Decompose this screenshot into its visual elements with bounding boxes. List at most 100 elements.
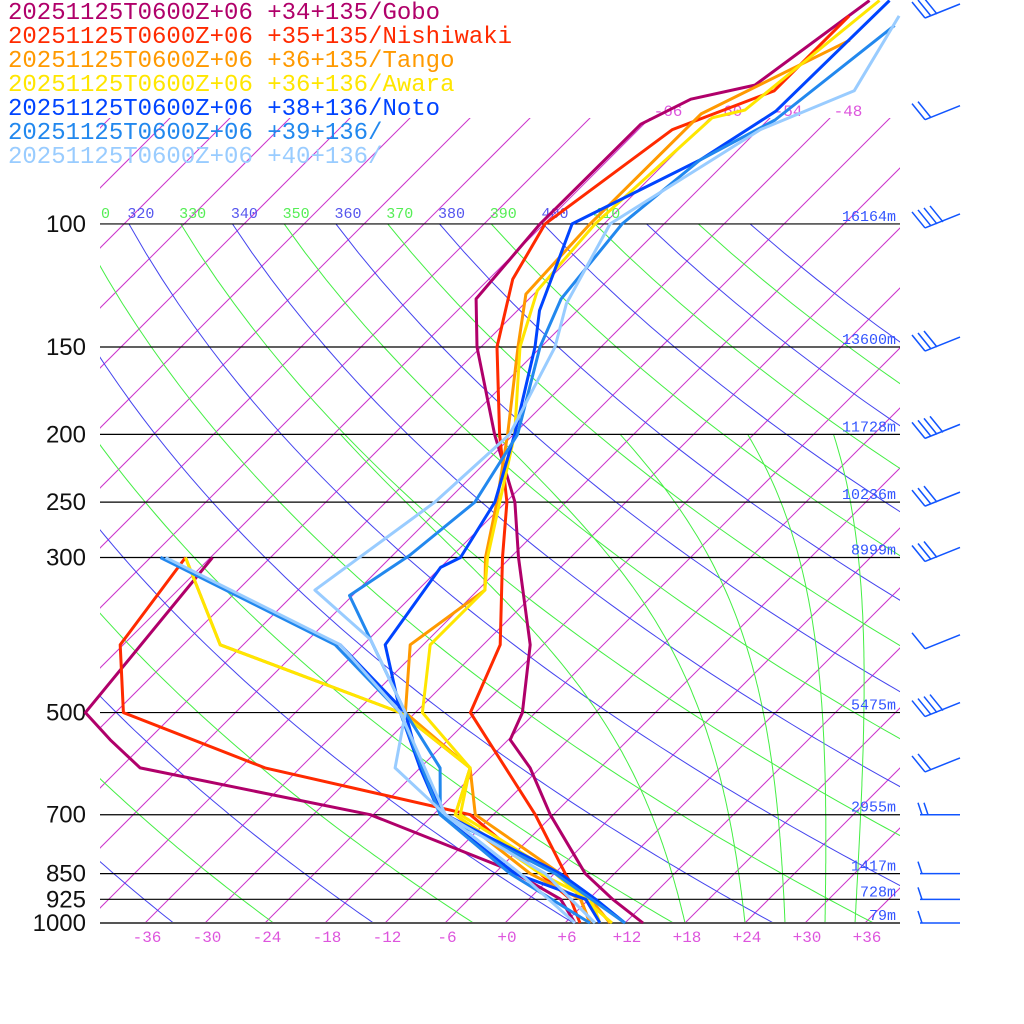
moist-adiabat-line — [619, 434, 786, 923]
barb-feather — [929, 694, 944, 712]
moist-adiabat-line — [340, 434, 686, 923]
barb-feather — [911, 211, 926, 229]
dewpoint-line-series-6 — [164, 556, 577, 925]
x-tick-label: -36 — [133, 929, 162, 947]
theta-label: 0 — [101, 206, 110, 223]
height-label: 11728m — [842, 419, 896, 436]
barb-staff — [924, 634, 961, 650]
isotherm-line — [564, 587, 900, 923]
isotherm-line — [144, 167, 900, 923]
barb-feather — [917, 209, 932, 227]
legend-item-awara: 20251125T0600Z+06 +36+136/Awara — [8, 72, 455, 99]
wind-barb-icon — [911, 0, 961, 19]
legend: 20251125T0600Z+06 +34+135/Gobo 20251125T… — [8, 2, 512, 170]
barb-feather — [917, 802, 923, 815]
legend-item-tango: 20251125T0600Z+06 +36+135/Tango — [8, 48, 455, 75]
height-label: 1417m — [851, 859, 896, 876]
isotherm-line — [324, 347, 900, 923]
x-tick-label: -24 — [253, 929, 282, 947]
dry-adiabat-line — [749, 224, 900, 343]
legend-item-40-136: 20251125T0600Z+06 +40+136/ — [8, 144, 383, 171]
isotherm-line — [100, 118, 831, 849]
height-label: 10236m — [842, 487, 896, 504]
moist-adiabat-line — [495, 434, 746, 923]
moist-adiabat-line — [747, 434, 827, 923]
dry-adiabat-line — [283, 224, 900, 740]
theta-label: 390 — [490, 206, 517, 223]
isotherm-line — [100, 118, 231, 249]
barb-feather — [917, 419, 932, 437]
wind-barb-icon — [917, 910, 960, 924]
isotherm-line — [100, 118, 171, 189]
barb-feather — [917, 543, 932, 560]
pressure-label: 1000 — [33, 910, 86, 937]
pressure-label: 300 — [46, 544, 86, 571]
barb-feather — [911, 755, 926, 773]
isotherm-line — [100, 118, 771, 789]
isotherm-line — [444, 467, 900, 923]
theta-label: 350 — [283, 206, 310, 223]
pressure-label: 700 — [46, 802, 86, 829]
height-label: 8999m — [851, 542, 896, 559]
wind-barb-icon — [911, 205, 961, 229]
wind-barb-icon — [911, 101, 961, 121]
pressure-label: 250 — [46, 489, 86, 516]
wind-barb-icon — [911, 415, 961, 440]
x-tick-label: +6 — [557, 929, 576, 947]
barb-feather — [917, 698, 932, 716]
barb-feather — [923, 541, 938, 558]
temperature-line-series-6 — [313, 15, 901, 925]
dry-adiabat-line — [100, 777, 274, 923]
barb-feather — [911, 421, 926, 439]
x-tick-label: -6 — [437, 929, 456, 947]
theta-label: 370 — [386, 206, 413, 223]
theta-label: 360 — [334, 206, 361, 223]
x-tick-label: -12 — [373, 929, 402, 947]
barb-feather — [911, 103, 926, 121]
x-tick-label: +12 — [613, 929, 642, 947]
legend-item-gobo: 20251125T0600Z+06 +34+135/Gobo — [8, 0, 441, 27]
isotherm-line — [100, 118, 351, 369]
dry-adiabat-line — [490, 224, 900, 557]
temperature-line-series-3 — [420, 0, 881, 925]
barb-feather — [917, 0, 932, 17]
x-tick-label: +30 — [793, 929, 822, 947]
height-label: 16164m — [842, 209, 896, 226]
pressure-label: 150 — [46, 334, 86, 361]
barb-feather — [923, 417, 938, 435]
legend-item-nishiwaki: 20251125T0600Z+06 +35+135/Nishiwaki — [8, 24, 513, 51]
pressure-label: 850 — [46, 861, 86, 888]
x-tick-label: -18 — [313, 929, 342, 947]
dewpoint-line-series-3 — [184, 556, 602, 924]
pressure-label: 100 — [46, 211, 86, 238]
x-tick-label: +36 — [853, 929, 882, 947]
barb-feather — [917, 101, 932, 119]
dry-adiabat-line — [439, 224, 900, 601]
barb-feather — [924, 0, 938, 15]
dry-adiabat-line — [697, 224, 900, 385]
isotherm-line — [384, 407, 900, 923]
isotherm-line — [204, 227, 900, 923]
isotherm-line — [744, 767, 900, 923]
dry-adiabats — [100, 224, 900, 923]
dry-adiabat-line — [100, 860, 174, 923]
isotherm-line — [804, 827, 900, 923]
barb-feather — [917, 332, 932, 350]
temperature-line-series-4 — [383, 0, 891, 925]
isotherm-line — [684, 707, 900, 923]
pressure-label: 925 — [46, 886, 86, 913]
isotherm-line — [100, 118, 891, 909]
isotherm-line — [100, 118, 531, 549]
wind-barb-icon — [911, 694, 961, 718]
dry-adiabat-line — [646, 224, 900, 427]
x-tick-label: -30 — [193, 929, 222, 947]
temperature-line-series-2 — [403, 38, 851, 924]
pressure-label: 200 — [46, 421, 86, 448]
x-tick-label: +24 — [733, 929, 762, 947]
barb-feather — [923, 207, 938, 225]
barb-feather — [923, 485, 938, 503]
dewpoint-line-series-0 — [83, 556, 577, 924]
barb-feather — [929, 205, 944, 223]
wind-barb-icon — [917, 802, 960, 816]
